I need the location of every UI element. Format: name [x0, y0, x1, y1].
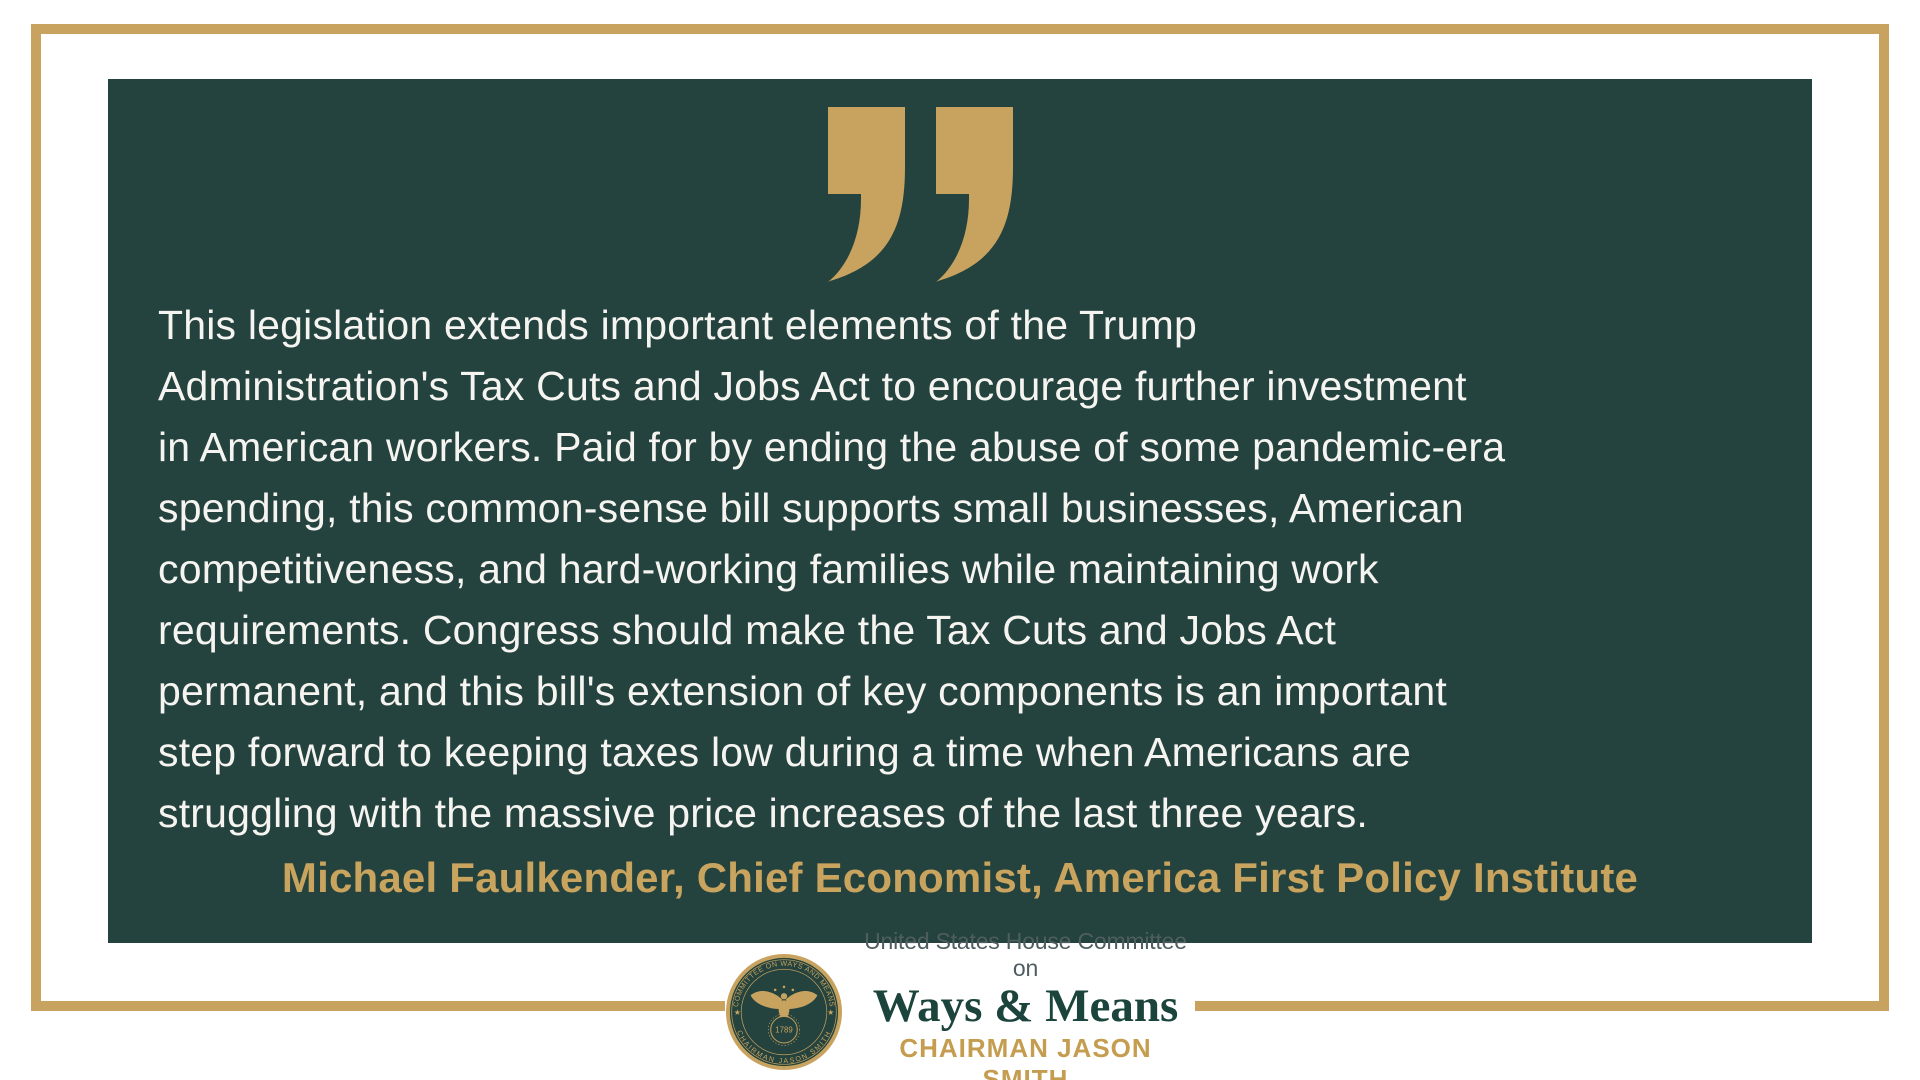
quote-attribution: Michael Faulkender, Chief Economist, Ame… [281, 854, 1639, 901]
closing-quote-icon [828, 107, 1013, 282]
ways-means-seal: COMMITTEE ON WAYS AND MEANS CHAIRMAN JAS… [725, 953, 843, 1070]
seal-medallion-dotted-ring [767, 1013, 801, 1046]
seal-star-right-icon: ★ [827, 1007, 834, 1016]
committee-logo: COMMITTEE ON WAYS AND MEANS CHAIRMAN JAS… [725, 928, 1195, 1080]
quote-text: This legislation extends important eleme… [158, 302, 1506, 836]
chairman-name: CHAIRMAN JASON SMITH [899, 1033, 1152, 1080]
committee-name: Ways & Means [872, 979, 1179, 1032]
seal-year-medallion [770, 1015, 798, 1043]
committee-kicker: United States House Committee on [864, 927, 1187, 981]
committee-wordmark: United States House Committee on Ways & … [856, 928, 1195, 1080]
seal-star-left-icon: ★ [734, 1007, 741, 1016]
seal-year: 1789 [775, 1025, 792, 1034]
quote-panel: This legislation extends important eleme… [108, 79, 1812, 943]
